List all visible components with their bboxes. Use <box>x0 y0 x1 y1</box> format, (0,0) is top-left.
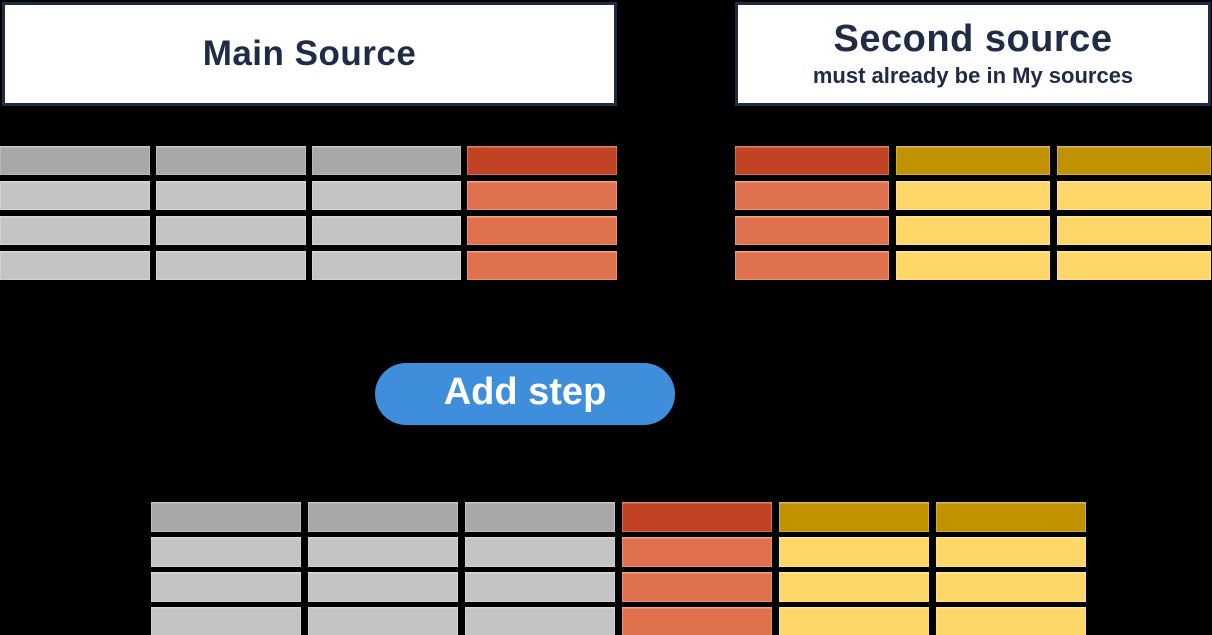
table-cell-gray-body <box>311 251 462 280</box>
table-cell-red-body <box>622 572 772 602</box>
table-cell-gray-header <box>308 502 458 532</box>
table-cell-yellow-body <box>936 607 1086 635</box>
table-cell-red-header <box>622 502 772 532</box>
table-cell-gray-body <box>0 216 150 245</box>
table-cell-red-body <box>467 251 617 280</box>
table-cell-yellow-body <box>1057 251 1211 280</box>
second-source-box: Second source must already be in My sour… <box>735 2 1211 106</box>
table-cell-gray-body <box>155 181 306 210</box>
table-cell-yellow-body <box>936 572 1086 602</box>
table-cell-red-body <box>735 251 889 280</box>
table-cell-red-header <box>735 146 889 175</box>
table-cell-yellow-header <box>896 146 1050 175</box>
table-cell-gray-body <box>151 537 301 567</box>
table-cell-yellow-body <box>1057 216 1211 245</box>
table-cell-yellow-header <box>1057 146 1211 175</box>
table-cell-yellow-body <box>1057 181 1211 210</box>
table-cell-yellow-body <box>779 572 929 602</box>
table-cell-gray-body <box>308 607 458 635</box>
table-cell-red-body <box>735 216 889 245</box>
table-cell-gray-header <box>151 502 301 532</box>
table-cell-gray-body <box>155 216 306 245</box>
second-source-subtitle: must already be in My sources <box>812 63 1134 89</box>
table-cell-yellow-body <box>896 251 1050 280</box>
table-cell-gray-body <box>311 216 462 245</box>
table-cell-red-body <box>622 607 772 635</box>
table-cell-yellow-header <box>936 502 1086 532</box>
table-cell-red-body <box>467 181 617 210</box>
table-cell-gray-body <box>465 607 615 635</box>
table-cell-gray-body <box>465 537 615 567</box>
table-cell-gray-body <box>0 251 150 280</box>
table-cell-red-header <box>467 146 617 175</box>
table-cell-gray-header <box>0 146 150 175</box>
table-cell-yellow-body <box>896 181 1050 210</box>
table-cell-red-body <box>735 181 889 210</box>
table-cell-gray-header <box>155 146 306 175</box>
table-cell-gray-body <box>155 251 306 280</box>
result-table <box>151 502 1086 635</box>
main-source-title: Main Source <box>202 34 417 73</box>
table-cell-yellow-body <box>779 537 929 567</box>
table-cell-yellow-body <box>896 216 1050 245</box>
table-cell-gray-body <box>151 572 301 602</box>
table-cell-gray-body <box>308 572 458 602</box>
table-cell-gray-header <box>465 502 615 532</box>
main-source-box: Main Source <box>2 2 617 106</box>
table-cell-gray-body <box>151 607 301 635</box>
table-cell-red-body <box>467 216 617 245</box>
table-cell-gray-body <box>308 537 458 567</box>
table-cell-gray-body <box>0 181 150 210</box>
main-source-table <box>0 146 617 280</box>
second-source-table <box>735 146 1211 280</box>
table-cell-yellow-header <box>779 502 929 532</box>
table-cell-gray-body <box>311 181 462 210</box>
table-cell-gray-body <box>465 572 615 602</box>
table-cell-yellow-body <box>779 607 929 635</box>
table-cell-gray-header <box>311 146 462 175</box>
second-source-title: Second source <box>833 17 1113 60</box>
table-cell-red-body <box>622 537 772 567</box>
add-step-button[interactable]: Add step <box>375 363 675 425</box>
table-cell-yellow-body <box>936 537 1086 567</box>
